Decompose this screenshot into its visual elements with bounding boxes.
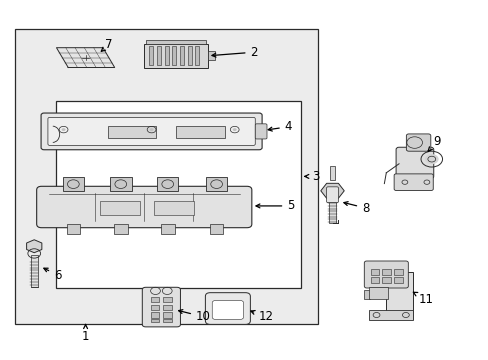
Text: 3: 3 xyxy=(305,170,319,183)
FancyBboxPatch shape xyxy=(395,147,433,179)
Bar xyxy=(114,224,127,234)
Bar xyxy=(370,277,379,283)
Bar xyxy=(150,305,159,310)
Bar xyxy=(15,29,317,324)
Bar xyxy=(163,305,172,310)
Text: 2: 2 xyxy=(212,46,258,59)
Bar xyxy=(382,269,390,275)
Bar xyxy=(368,287,387,299)
FancyBboxPatch shape xyxy=(37,186,251,228)
Text: 1: 1 xyxy=(81,324,89,343)
Bar xyxy=(195,46,199,65)
FancyBboxPatch shape xyxy=(41,113,262,150)
Bar xyxy=(157,46,161,65)
Bar xyxy=(62,177,84,191)
Bar xyxy=(382,277,390,283)
Bar xyxy=(187,46,191,65)
Bar xyxy=(157,177,178,191)
Bar xyxy=(150,312,159,318)
Circle shape xyxy=(61,128,65,131)
FancyBboxPatch shape xyxy=(406,134,430,151)
Bar xyxy=(144,44,207,68)
FancyBboxPatch shape xyxy=(393,174,432,190)
Bar xyxy=(100,201,140,215)
Bar xyxy=(205,177,227,191)
Bar xyxy=(370,269,379,275)
Bar xyxy=(146,40,205,44)
Bar xyxy=(110,177,131,191)
FancyBboxPatch shape xyxy=(212,301,243,319)
Bar xyxy=(172,46,176,65)
Bar xyxy=(368,310,412,320)
Bar xyxy=(163,312,172,318)
Bar xyxy=(180,46,183,65)
Bar xyxy=(107,126,156,138)
Text: 12: 12 xyxy=(250,310,273,323)
Bar xyxy=(154,201,194,215)
Circle shape xyxy=(424,154,438,164)
Bar xyxy=(149,46,153,65)
Bar xyxy=(364,290,369,299)
Bar xyxy=(207,51,214,60)
Text: 11: 11 xyxy=(412,292,433,306)
Bar xyxy=(150,319,159,322)
Bar xyxy=(328,202,336,223)
Text: 5: 5 xyxy=(256,199,294,212)
Bar xyxy=(393,269,402,275)
Bar xyxy=(209,224,223,234)
Bar xyxy=(176,126,224,138)
FancyBboxPatch shape xyxy=(142,287,180,327)
Text: 7: 7 xyxy=(101,39,112,51)
Text: 9: 9 xyxy=(427,135,440,151)
Bar xyxy=(329,166,334,180)
Circle shape xyxy=(149,128,153,131)
FancyBboxPatch shape xyxy=(48,117,255,145)
FancyBboxPatch shape xyxy=(255,124,266,139)
Text: 8: 8 xyxy=(343,202,369,215)
Polygon shape xyxy=(57,48,114,68)
Bar xyxy=(163,297,172,302)
Bar xyxy=(66,224,80,234)
Bar xyxy=(393,277,402,283)
Text: 10: 10 xyxy=(178,310,210,323)
Text: 6: 6 xyxy=(44,268,61,282)
FancyBboxPatch shape xyxy=(326,187,338,203)
FancyBboxPatch shape xyxy=(364,261,407,288)
Circle shape xyxy=(232,128,236,131)
Bar xyxy=(150,297,159,302)
Text: 4: 4 xyxy=(267,120,292,133)
Bar xyxy=(163,319,172,322)
FancyBboxPatch shape xyxy=(205,293,250,324)
Bar xyxy=(161,224,174,234)
Bar xyxy=(56,101,300,288)
Bar xyxy=(386,272,412,319)
Bar xyxy=(31,255,38,287)
Bar xyxy=(164,46,168,65)
